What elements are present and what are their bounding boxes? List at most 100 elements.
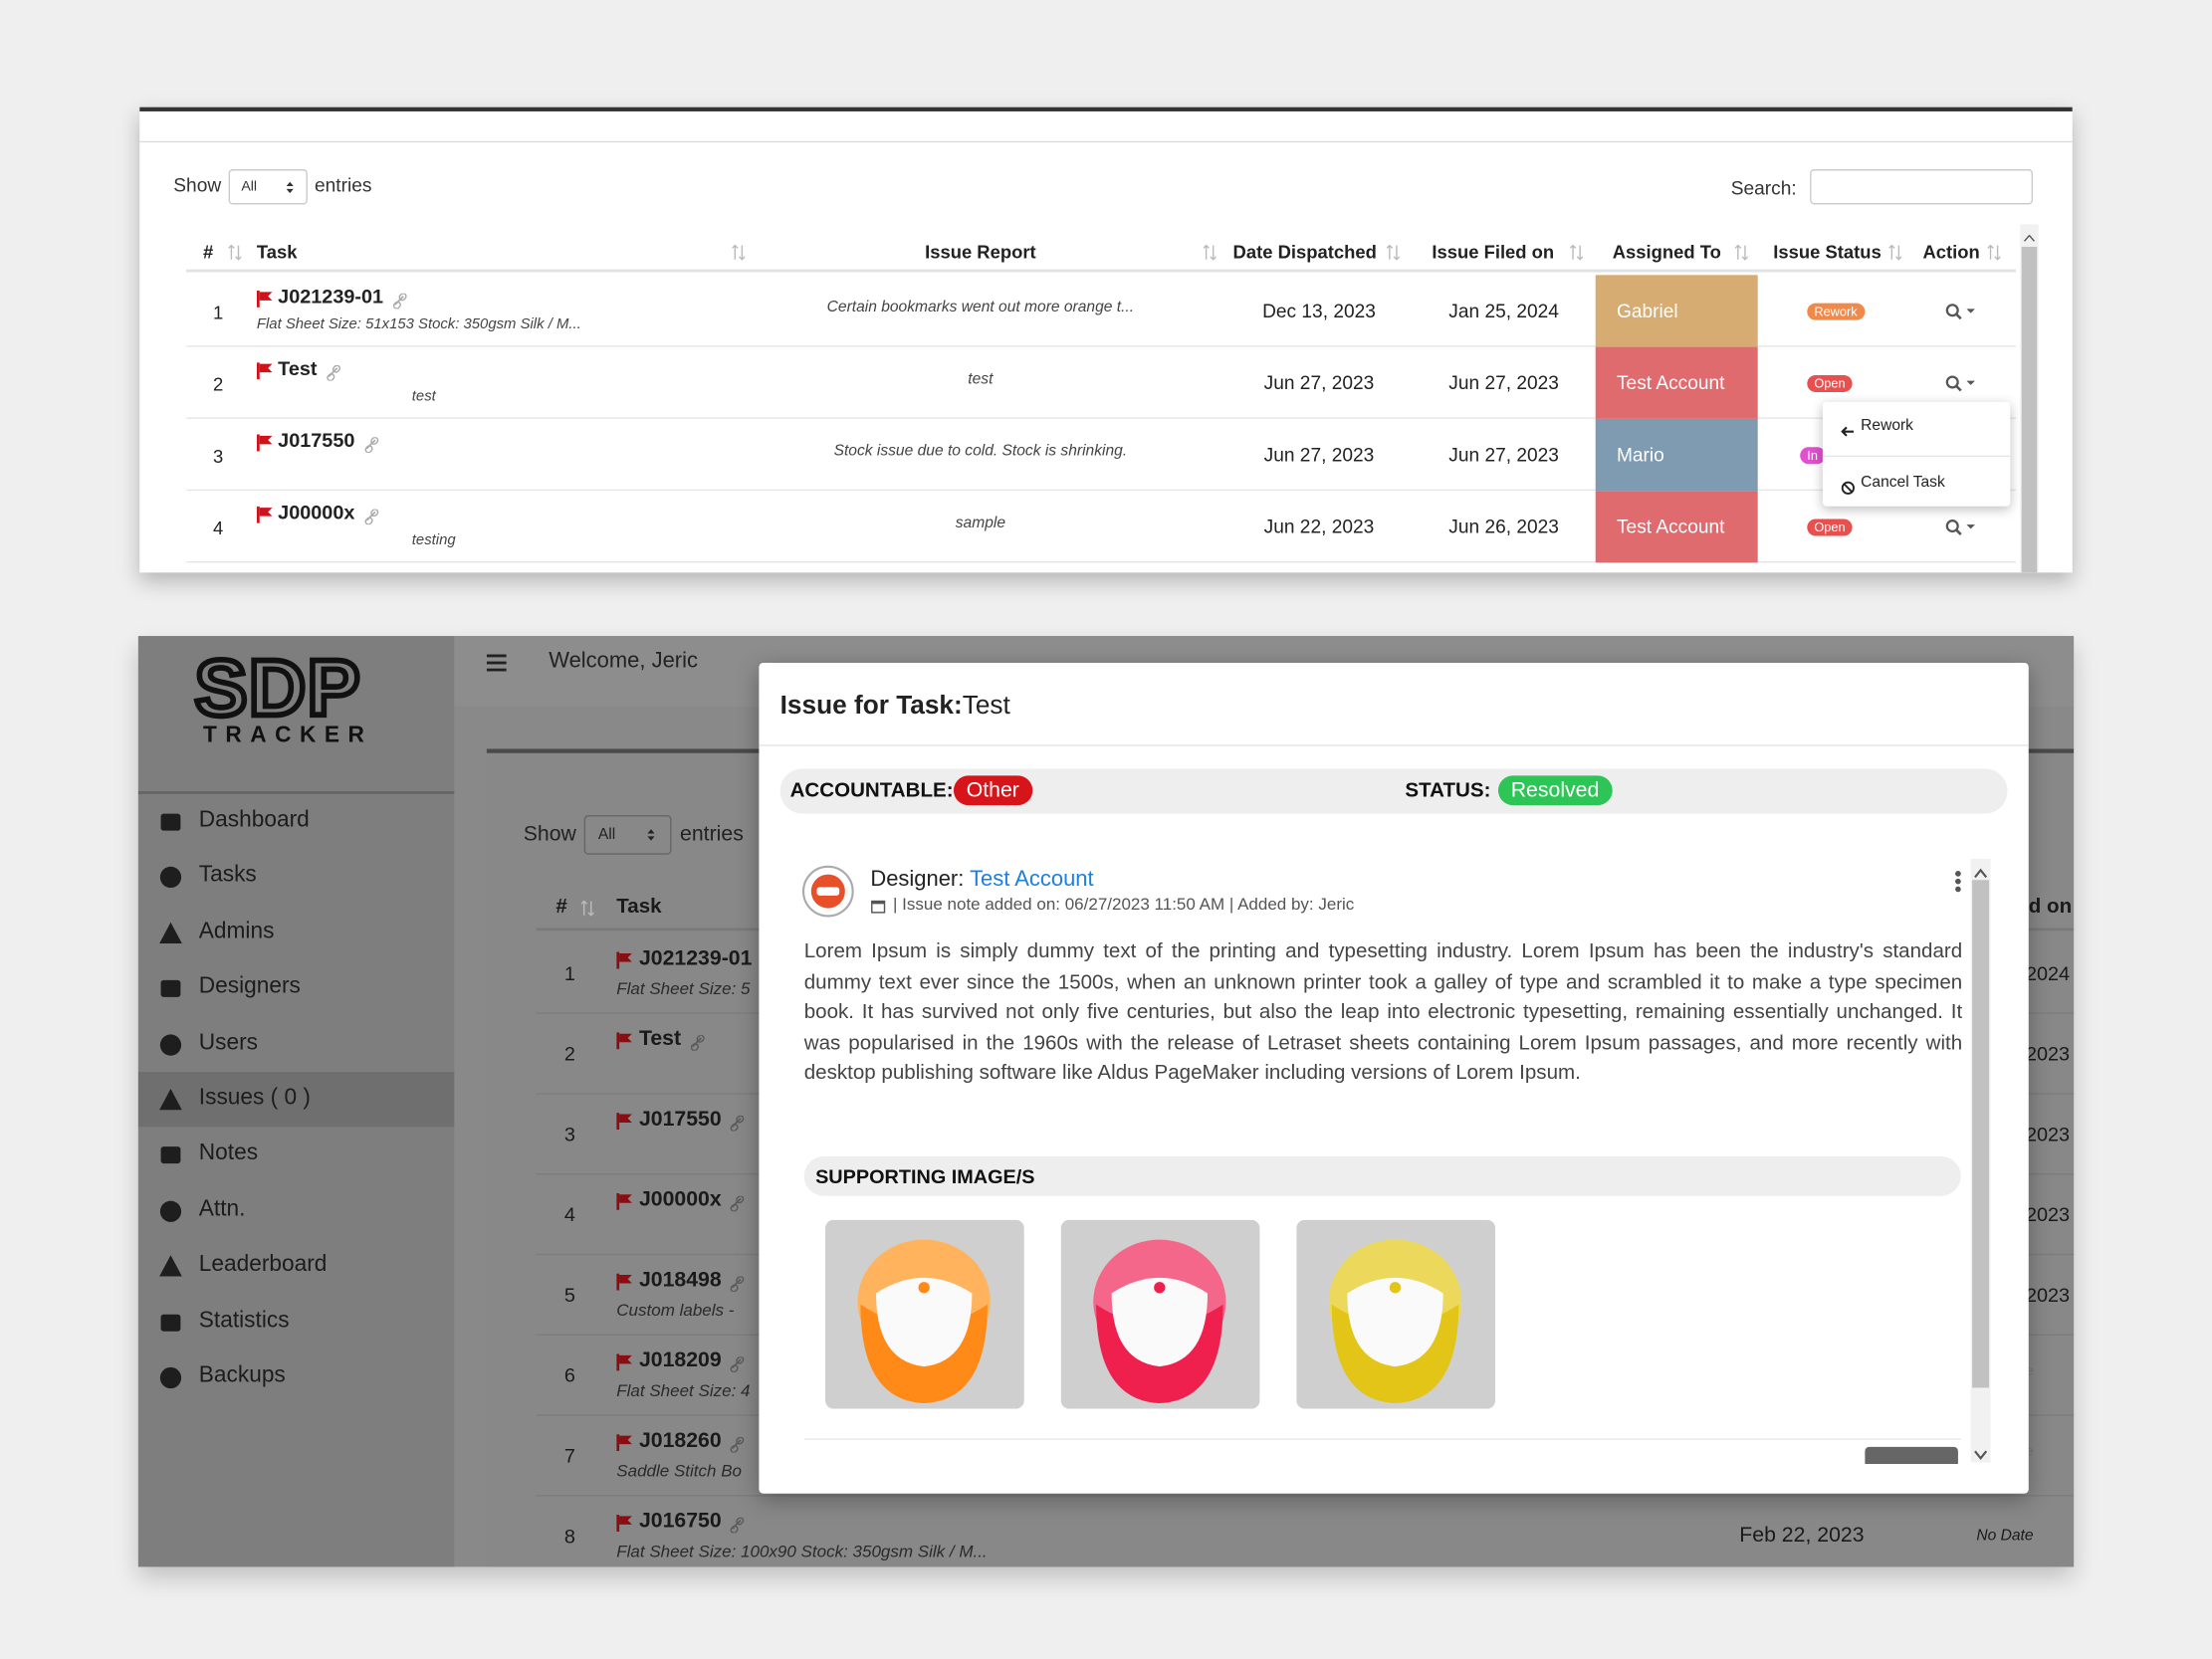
nav-item[interactable]: Admins (138, 905, 454, 959)
link-icon-shape (736, 1436, 745, 1445)
link-icon-shape (736, 1355, 745, 1364)
scroll-up (2022, 226, 2038, 242)
logo-subtitle: TRACKER (203, 723, 373, 748)
issue-filed-partial: 2024 (2025, 961, 2071, 985)
row-divider (186, 561, 2017, 563)
sort-icon-shape (235, 245, 242, 261)
flag-icon-shape (256, 362, 260, 380)
scroll-down-shape (1974, 1450, 1988, 1460)
column-header: Issue Status (1773, 241, 1881, 263)
issue-report: Certain bookmarks went out more orange t… (826, 299, 1135, 316)
nav-item[interactable]: Users (138, 1016, 454, 1071)
column-header: Date Dispatched (1232, 241, 1377, 263)
scroll-up-svg (2023, 234, 2035, 242)
section-divider (803, 1438, 1961, 1440)
entries-select[interactable]: All (228, 169, 308, 205)
note-options-shape (1955, 886, 1961, 893)
issue-report: Stock issue due to cold. Stock is shrink… (833, 442, 1128, 460)
action-button[interactable] (1945, 518, 1976, 535)
flag-icon (616, 1514, 633, 1532)
link-icon-shape (370, 436, 379, 445)
sort-icon-shape (1741, 245, 1749, 261)
action-button[interactable] (1945, 302, 1976, 320)
link-icon (730, 1193, 746, 1212)
sort-icon-svg (1734, 244, 1749, 261)
flag-icon (616, 1272, 633, 1291)
nav-item[interactable]: Issues ( 0 ) (137, 1071, 455, 1128)
nav-icon-svg (160, 813, 181, 831)
divider (139, 140, 2073, 143)
issue-filed: Jun 27, 2023 (1448, 372, 1559, 394)
sort-icon-shape (1576, 245, 1584, 261)
show-label: Show (523, 822, 576, 847)
link-icon-svg (730, 1355, 745, 1373)
status-badge: Rework (1807, 303, 1865, 320)
designer-link[interactable]: Test Account (970, 867, 1094, 892)
sort-icon-svg (731, 244, 746, 261)
note-body: Lorem Ipsum is simply dummy text of the … (803, 940, 1963, 1086)
link-icon-shape (730, 1445, 739, 1454)
issue-filed: Jun 26, 2023 (1448, 516, 1559, 537)
action-menu-item[interactable]: Cancel Task (1822, 455, 2011, 510)
search-input[interactable] (1810, 169, 2034, 205)
nav-item[interactable]: Backups (138, 1349, 454, 1404)
flag-icon (256, 433, 274, 452)
link-icon-shape (364, 445, 373, 454)
row-number: 3 (563, 1123, 575, 1145)
nav-icon-shape (160, 980, 181, 998)
link-icon (392, 291, 408, 310)
logo: SDP (192, 640, 363, 734)
action-menu-item[interactable]: Rework (1823, 402, 2010, 454)
link-icon-svg (730, 1517, 745, 1534)
action-menu-label: Rework (1861, 417, 1913, 435)
nav-icon-svg (159, 1033, 182, 1056)
accountable-badge: Other (953, 775, 1032, 806)
nav-item[interactable]: Attn. (138, 1183, 454, 1238)
flag-icon (256, 361, 274, 380)
nav-icon-shape (160, 813, 181, 831)
issue-report: sample (955, 515, 1006, 532)
task-id: J00000x (638, 1187, 722, 1212)
nav-icon (158, 1310, 184, 1334)
action-button[interactable] (1945, 374, 1976, 392)
flag-icon-svg (256, 434, 273, 452)
scrollbar-thumb (2021, 246, 2038, 573)
link-icon-svg (730, 1195, 745, 1212)
nav-item[interactable]: Tasks (138, 850, 454, 905)
nav-icon (158, 921, 184, 944)
link-icon-shape (327, 373, 335, 382)
row-divider (186, 345, 2017, 347)
assigned-name: Gabriel (1616, 300, 1678, 322)
sort-icon-shape (1210, 245, 1217, 261)
action-button-svg (1945, 304, 1975, 320)
note-options[interactable] (1954, 870, 1963, 893)
action-button-svg (1945, 375, 1975, 392)
flag-icon-svg (616, 1353, 632, 1371)
footer-button[interactable] (1865, 1446, 1958, 1464)
column-header: Assigned To (1612, 241, 1721, 263)
nav-item[interactable]: Notes (138, 1128, 454, 1182)
nav-icon-svg (160, 980, 181, 998)
nav-item[interactable]: Dashboard (138, 794, 454, 849)
select-caret-svg (286, 181, 294, 194)
sort-icon-shape (1887, 244, 1895, 260)
supporting-image-shape (1347, 1277, 1443, 1367)
entries-select[interactable]: All (583, 815, 672, 855)
link-icon-svg (327, 364, 341, 382)
nav-item[interactable]: Designers (138, 960, 454, 1015)
nav-item[interactable]: Leaderboard (138, 1238, 454, 1293)
sort-icon-shape (1569, 244, 1577, 260)
flag-icon-shape (619, 1033, 632, 1043)
nav-icon-shape (159, 1033, 182, 1056)
sort-icon-svg (1203, 244, 1217, 261)
nav-item[interactable]: Statistics (138, 1294, 454, 1348)
action-menu-label: Cancel Task (1861, 474, 1945, 492)
nav-icon-shape (160, 1146, 181, 1164)
task-details: Flat Sheet Size: 4 (616, 1380, 751, 1401)
menu-toggle-shape (486, 668, 507, 672)
issue-filed: No Date (1976, 1527, 2034, 1545)
menu-toggle[interactable] (486, 653, 507, 672)
issue-filed: Jan 25, 2024 (1448, 300, 1559, 322)
flag-icon-svg (616, 1273, 632, 1291)
